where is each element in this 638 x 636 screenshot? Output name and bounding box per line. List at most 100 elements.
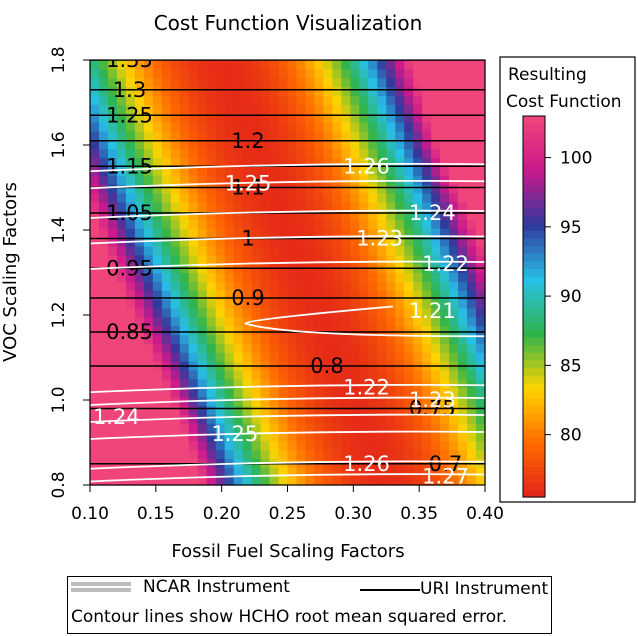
heatmap-cell (359, 414, 369, 424)
heatmap-cell (90, 210, 100, 220)
heatmap-cell (170, 157, 181, 167)
heatmap-cell (134, 272, 145, 282)
heatmap-cell (143, 476, 154, 486)
colorbar-cell (523, 306, 545, 315)
colorbar-cell (523, 245, 545, 254)
heatmap-cell (278, 254, 289, 265)
heatmap-cell (467, 148, 477, 158)
heatmap-cell (314, 68, 325, 79)
heatmap-cell (368, 449, 378, 460)
white-contour-line (90, 209, 485, 219)
heatmap-cell (206, 60, 217, 70)
heatmap-cell (287, 307, 298, 318)
heatmap-cell (296, 60, 307, 70)
heatmap-cell (323, 68, 333, 79)
heatmap-cell (296, 166, 307, 176)
heatmap-cell (143, 245, 154, 256)
heatmap-cell (458, 95, 468, 105)
heatmap-cell (350, 210, 360, 220)
heatmap-cell (296, 113, 307, 123)
heatmap-cell (359, 130, 369, 141)
heatmap-cell (224, 68, 235, 79)
heatmap-cell (233, 77, 244, 88)
heatmap-cell (431, 307, 441, 318)
heatmap-cell (278, 157, 289, 167)
heatmap-cell (458, 343, 468, 353)
heatmap-cell (287, 369, 298, 380)
heatmap-cell (287, 334, 298, 344)
heatmap-cell (260, 307, 271, 318)
heatmap-cell (107, 316, 118, 327)
heatmap-cell (116, 387, 127, 398)
heatmap-cell (296, 352, 307, 362)
heatmap-cell (314, 449, 325, 460)
heatmap-cell (116, 201, 127, 212)
heatmap-cell (233, 334, 244, 344)
heatmap-cell (440, 343, 450, 353)
heatmap-cell (98, 175, 109, 185)
heatmap-cell (377, 423, 387, 433)
heatmap-cell (188, 299, 199, 309)
heatmap-cell (152, 166, 163, 176)
heatmap-cell (431, 68, 441, 79)
heatmap-cell (242, 343, 253, 353)
heatmap-cell (386, 325, 396, 336)
heatmap-cell (188, 183, 199, 194)
heatmap-cell (251, 423, 262, 433)
heatmap-cell (296, 175, 307, 185)
heatmap-cell (431, 449, 441, 460)
heatmap-cell (90, 157, 100, 167)
heatmap-cell (152, 467, 163, 477)
heatmap-cell (188, 387, 199, 398)
heatmap-cell (161, 352, 172, 362)
heatmap-cell (314, 281, 325, 291)
heatmap-cell (179, 369, 190, 380)
heatmap-cell (161, 68, 172, 79)
heatmap-cell (413, 157, 423, 167)
heatmap-cell (161, 325, 172, 336)
heatmap-cell (179, 245, 190, 256)
heatmap-cell (296, 95, 307, 105)
heatmap-cell (386, 192, 396, 203)
heatmap-cell (368, 343, 378, 353)
heatmap-cell (188, 281, 199, 291)
heatmap-cell (260, 299, 271, 309)
heatmap-cell (215, 192, 226, 203)
heatmap-cell (377, 272, 387, 282)
heatmap-cell (242, 325, 253, 336)
heatmap-cell (296, 440, 307, 451)
heatmap-cell (287, 316, 298, 327)
heatmap-cell (90, 378, 100, 389)
heatmap-cell (323, 237, 333, 247)
heatmap-cell (413, 307, 423, 318)
heatmap-cell (323, 210, 333, 220)
heatmap-cell (440, 245, 450, 256)
heatmap-cell (323, 405, 333, 415)
heatmap-cell (215, 175, 226, 185)
heatmap-cell (98, 378, 109, 389)
heatmap-cell (359, 281, 369, 291)
colorbar-cell (523, 352, 545, 361)
heatmap-cell (350, 387, 360, 398)
heatmap-cell (116, 183, 127, 194)
heatmap-cell (197, 316, 208, 327)
heatmap-cell (233, 423, 244, 433)
white-contour-line (90, 460, 485, 470)
heatmap-cell (467, 467, 477, 477)
heatmap-cell (143, 325, 154, 336)
heatmap-cell (350, 272, 360, 282)
heatmap-cell (386, 378, 396, 389)
heatmap-cell (188, 431, 199, 442)
heatmap-cell (314, 325, 325, 336)
heatmap-cell (197, 148, 208, 158)
colorbar-cell (523, 176, 545, 186)
heatmap-cell (449, 192, 459, 203)
heatmap-cell (278, 316, 289, 327)
heatmap-cell (251, 95, 262, 105)
heatmap-cell (197, 175, 208, 185)
heatmap-cell (116, 396, 127, 406)
heatmap-cell (98, 254, 109, 265)
heatmap-cell (368, 290, 378, 300)
colorbar-cell (523, 237, 545, 247)
heatmap-cell (431, 175, 441, 185)
